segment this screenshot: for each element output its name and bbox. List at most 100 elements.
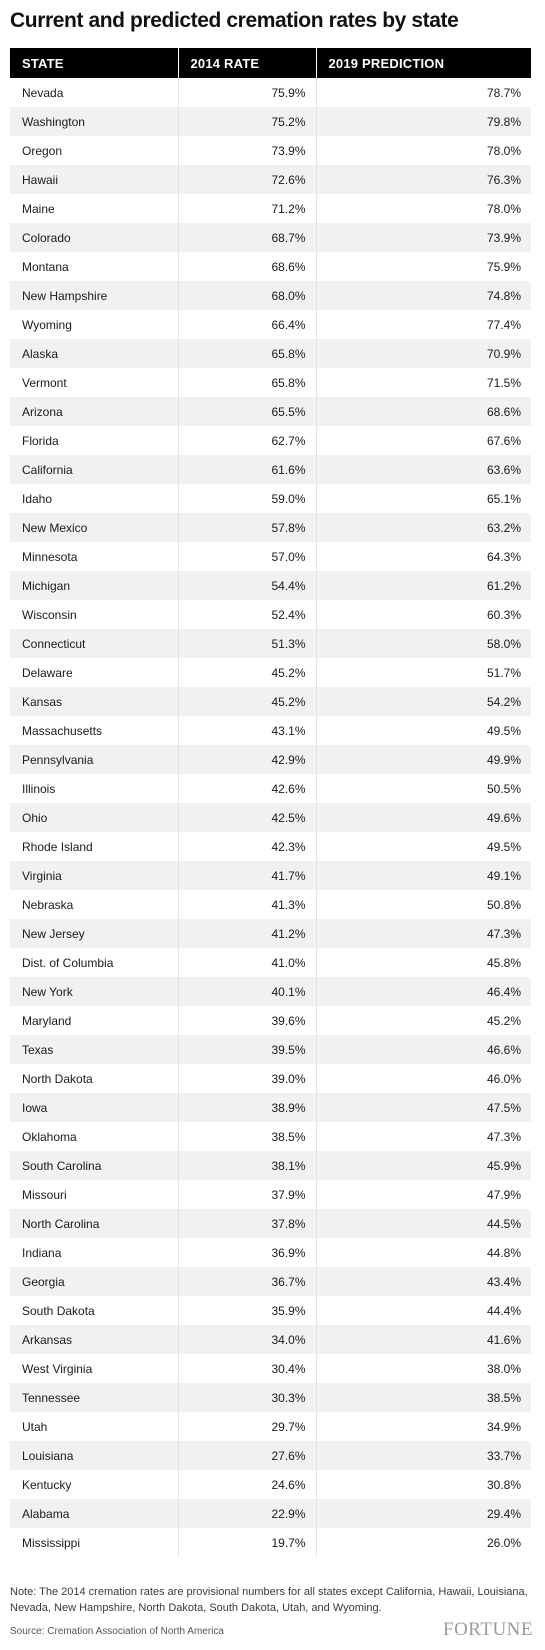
state-cell: Connecticut [10, 629, 179, 658]
prediction-2019-cell: 49.6% [316, 803, 531, 832]
table-row: Wisconsin 52.4% 60.3% [10, 600, 531, 629]
state-cell: Illinois [10, 774, 179, 803]
table-row: Texas 39.5% 46.6% [10, 1035, 531, 1064]
prediction-2019-cell: 41.6% [316, 1325, 531, 1354]
rate-2014-cell: 30.4% [178, 1354, 317, 1383]
rate-2014-cell: 41.2% [178, 919, 317, 948]
state-cell: North Dakota [10, 1064, 179, 1093]
state-cell: Mississippi [10, 1528, 179, 1557]
prediction-2019-cell: 44.8% [316, 1238, 531, 1267]
rate-2014-cell: 65.8% [178, 339, 317, 368]
table-body: Nevada 75.9% 78.7% Washington 75.2% 79.8% Oreg… [10, 78, 531, 1557]
table-row: Dist. of Columbia 41.0% 45.8% [10, 948, 531, 977]
rate-2014-cell: 39.5% [178, 1035, 317, 1064]
state-cell: South Carolina [10, 1151, 179, 1180]
table-row: Hawaii 72.6% 76.3% [10, 165, 531, 194]
rate-2014-cell: 62.7% [178, 426, 317, 455]
rate-2014-cell: 41.0% [178, 948, 317, 977]
prediction-2019-cell: 45.8% [316, 948, 531, 977]
rate-2014-cell: 41.3% [178, 890, 317, 919]
prediction-2019-cell: 58.0% [316, 629, 531, 658]
state-cell: Idaho [10, 484, 179, 513]
prediction-2019-cell: 78.0% [316, 136, 531, 165]
state-cell: Hawaii [10, 165, 179, 194]
state-cell: California [10, 455, 179, 484]
prediction-2019-cell: 78.7% [316, 78, 531, 107]
rate-2014-cell: 40.1% [178, 977, 317, 1006]
state-cell: Wyoming [10, 310, 179, 339]
rate-2014-cell: 37.9% [178, 1180, 317, 1209]
state-cell: New Hampshire [10, 281, 179, 310]
rate-2014-cell: 45.2% [178, 687, 317, 716]
state-cell: Nevada [10, 78, 179, 107]
table-row: Maryland 39.6% 45.2% [10, 1006, 531, 1035]
state-cell: Alabama [10, 1499, 179, 1528]
state-cell: Alaska [10, 339, 179, 368]
rate-2014-cell: 38.5% [178, 1122, 317, 1151]
state-cell: Texas [10, 1035, 179, 1064]
prediction-2019-cell: 49.9% [316, 745, 531, 774]
prediction-2019-cell: 68.6% [316, 397, 531, 426]
rate-2014-cell: 39.6% [178, 1006, 317, 1035]
state-cell: Florida [10, 426, 179, 455]
state-cell: Kansas [10, 687, 179, 716]
prediction-2019-cell: 47.3% [316, 919, 531, 948]
prediction-2019-cell: 44.4% [316, 1296, 531, 1325]
rate-2014-cell: 24.6% [178, 1470, 317, 1499]
table-row: Montana 68.6% 75.9% [10, 252, 531, 281]
prediction-2019-cell: 46.0% [316, 1064, 531, 1093]
prediction-2019-cell: 50.5% [316, 774, 531, 803]
state-cell: Indiana [10, 1238, 179, 1267]
table-row: Missouri 37.9% 47.9% [10, 1180, 531, 1209]
rate-2014-cell: 36.9% [178, 1238, 317, 1267]
prediction-2019-cell: 26.0% [316, 1528, 531, 1557]
rate-2014-cell: 68.7% [178, 223, 317, 252]
table-row: Alaska 65.8% 70.9% [10, 339, 531, 368]
rate-2014-cell: 42.3% [178, 832, 317, 861]
prediction-2019-cell: 46.6% [316, 1035, 531, 1064]
state-cell: Ohio [10, 803, 179, 832]
rate-2014-cell: 68.6% [178, 252, 317, 281]
prediction-2019-cell: 47.3% [316, 1122, 531, 1151]
table-row: Massachusetts 43.1% 49.5% [10, 716, 531, 745]
state-cell: Maryland [10, 1006, 179, 1035]
state-cell: Tennessee [10, 1383, 179, 1412]
rate-2014-cell: 38.9% [178, 1093, 317, 1122]
rate-2014-cell: 57.8% [178, 513, 317, 542]
prediction-2019-cell: 47.9% [316, 1180, 531, 1209]
table-row: Alabama 22.9% 29.4% [10, 1499, 531, 1528]
page-title: Current and predicted cremation rates by… [10, 9, 459, 32]
table-row: Maine 71.2% 78.0% [10, 194, 531, 223]
rate-2014-cell: 41.7% [178, 861, 317, 890]
table-row: Nebraska 41.3% 50.8% [10, 890, 531, 919]
prediction-2019-cell: 74.8% [316, 281, 531, 310]
prediction-2019-cell: 63.6% [316, 455, 531, 484]
prediction-2019-cell: 38.5% [316, 1383, 531, 1412]
table-row: Arizona 65.5% 68.6% [10, 397, 531, 426]
footnote: Note: The 2014 cremation rates are provi… [10, 1586, 528, 1614]
rate-2014-cell: 42.9% [178, 745, 317, 774]
prediction-2019-cell: 78.0% [316, 194, 531, 223]
table-row: Washington 75.2% 79.8% [10, 107, 531, 136]
prediction-2019-cell: 44.5% [316, 1209, 531, 1238]
table-row: Michigan 54.4% 61.2% [10, 571, 531, 600]
column-header-2019-prediction: 2019 PREDICTION [316, 48, 531, 78]
rate-2014-cell: 34.0% [178, 1325, 317, 1354]
table-row: Arkansas 34.0% 41.6% [10, 1325, 531, 1354]
state-cell: Kentucky [10, 1470, 179, 1499]
header-row: STATE 2014 RATE 2019 PREDICTION [10, 48, 531, 78]
rate-2014-cell: 39.0% [178, 1064, 317, 1093]
rate-2014-cell: 66.4% [178, 310, 317, 339]
table-row: New Jersey 41.2% 47.3% [10, 919, 531, 948]
table-row: California 61.6% 63.6% [10, 455, 531, 484]
state-cell: Pennsylvania [10, 745, 179, 774]
prediction-2019-cell: 60.3% [316, 600, 531, 629]
prediction-2019-cell: 49.5% [316, 716, 531, 745]
table-row: Iowa 38.9% 47.5% [10, 1093, 531, 1122]
rate-2014-cell: 19.7% [178, 1528, 317, 1557]
table-row: New Hampshire 68.0% 74.8% [10, 281, 531, 310]
table-row: Pennsylvania 42.9% 49.9% [10, 745, 531, 774]
state-cell: Vermont [10, 368, 179, 397]
rate-2014-cell: 35.9% [178, 1296, 317, 1325]
rate-2014-cell: 61.6% [178, 455, 317, 484]
